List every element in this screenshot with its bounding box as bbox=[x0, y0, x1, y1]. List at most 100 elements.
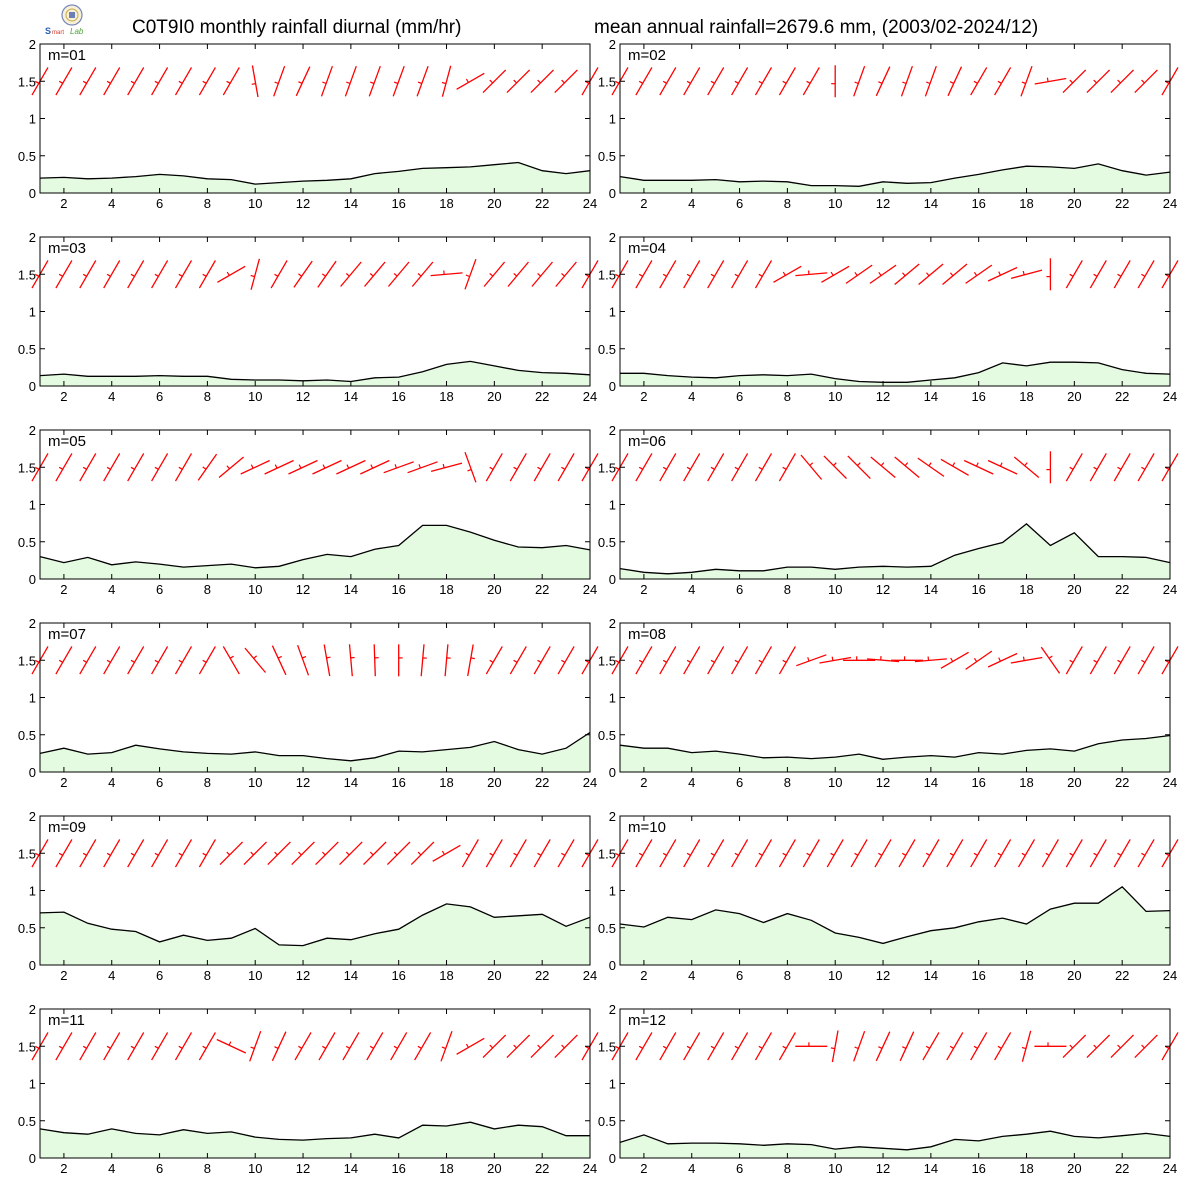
wind-barb-tick bbox=[154, 1045, 159, 1049]
wind-barb-tick bbox=[321, 851, 326, 856]
wind-barb-tick bbox=[854, 81, 859, 85]
wind-barb bbox=[707, 67, 725, 96]
wind-barb bbox=[778, 646, 796, 675]
x-tick-label: 18 bbox=[1019, 968, 1033, 983]
wind-barb bbox=[420, 644, 425, 677]
wind-barb bbox=[482, 1034, 507, 1059]
wind-barb-tick bbox=[1069, 466, 1074, 470]
y-tick-label: 1.5 bbox=[18, 460, 36, 475]
wind-barb-tick bbox=[154, 80, 159, 84]
wind-barb-tick bbox=[178, 1045, 183, 1049]
wind-barb-tick bbox=[1021, 81, 1026, 85]
x-tick-label: 4 bbox=[688, 968, 695, 983]
wind-barb-tick bbox=[973, 657, 978, 662]
x-tick-label: 14 bbox=[344, 582, 358, 597]
y-tick-label: 0.5 bbox=[598, 342, 616, 357]
wind-barb-tick bbox=[442, 463, 445, 469]
wind-barb-tick bbox=[82, 1045, 87, 1049]
y-tick-label: 1.5 bbox=[18, 653, 36, 668]
y-tick-label: 1 bbox=[29, 1077, 36, 1092]
x-tick-label: 14 bbox=[924, 196, 938, 211]
wind-barb-tick bbox=[202, 659, 207, 663]
x-tick-label: 24 bbox=[583, 775, 597, 790]
wind-barb bbox=[373, 644, 376, 677]
wind-barb-tick bbox=[513, 1044, 518, 1049]
wind-barb-tick bbox=[274, 464, 278, 469]
x-tick-label: 8 bbox=[204, 968, 211, 983]
wind-barb bbox=[870, 456, 896, 478]
x-tick-label: 24 bbox=[1163, 1161, 1177, 1176]
wind-barb bbox=[1089, 260, 1107, 289]
wind-barb bbox=[1020, 65, 1033, 97]
y-tick-label: 0.5 bbox=[598, 149, 616, 164]
wind-barb-tick bbox=[345, 851, 350, 856]
wind-barb bbox=[1010, 656, 1043, 664]
y-tick-label: 0 bbox=[29, 186, 36, 201]
wind-barb bbox=[1034, 77, 1067, 85]
wind-barb-tick bbox=[513, 79, 518, 84]
wind-barb bbox=[295, 66, 311, 97]
wind-barb bbox=[530, 69, 554, 94]
wind-barb-tick bbox=[489, 273, 494, 277]
rainfall-line bbox=[39, 524, 591, 569]
y-tick-label: 1.5 bbox=[18, 267, 36, 282]
wind-barb bbox=[461, 839, 479, 868]
wind-barb bbox=[198, 67, 216, 96]
wind-barb bbox=[659, 260, 677, 289]
wind-barb-tick bbox=[226, 271, 230, 276]
wind-barb bbox=[127, 1032, 145, 1061]
wind-barb-tick bbox=[106, 852, 111, 856]
wind-barb bbox=[467, 644, 474, 677]
x-tick-label: 22 bbox=[1115, 775, 1129, 790]
x-tick-label: 18 bbox=[439, 389, 453, 404]
wind-barb-tick bbox=[178, 659, 183, 663]
x-tick-label: 4 bbox=[108, 968, 115, 983]
wind-barb bbox=[441, 65, 452, 97]
wind-barb-tick bbox=[346, 464, 350, 469]
y-tick-label: 1 bbox=[609, 691, 616, 706]
rainfall-line bbox=[620, 361, 1171, 383]
wind-barb bbox=[754, 260, 773, 289]
wind-barb bbox=[987, 459, 1018, 475]
wind-barb-tick bbox=[345, 1045, 350, 1049]
wind-barb bbox=[348, 644, 353, 677]
wind-barb-tick bbox=[710, 1045, 715, 1049]
wind-barb bbox=[79, 646, 97, 675]
wind-barb-tick bbox=[465, 852, 470, 856]
wind-barb-tick bbox=[710, 80, 715, 84]
x-tick-label: 14 bbox=[924, 389, 938, 404]
x-tick-label: 20 bbox=[1067, 582, 1081, 597]
x-tick-label: 24 bbox=[1163, 775, 1177, 790]
wind-barb bbox=[754, 67, 773, 96]
x-tick-label: 10 bbox=[828, 775, 842, 790]
y-tick-label: 1 bbox=[29, 305, 36, 320]
wind-barb-tick bbox=[470, 657, 475, 660]
wind-barb bbox=[819, 656, 852, 664]
wind-barb bbox=[731, 839, 749, 868]
wind-barb bbox=[778, 839, 796, 868]
wind-barb-tick bbox=[1021, 852, 1026, 856]
wind-barb bbox=[942, 263, 968, 285]
wind-barb bbox=[918, 263, 944, 285]
x-tick-label: 20 bbox=[1067, 389, 1081, 404]
wind-barb-tick bbox=[806, 80, 811, 84]
wind-barb bbox=[198, 1032, 216, 1061]
y-tick-label: 1 bbox=[29, 112, 36, 127]
wind-barb bbox=[731, 1032, 749, 1061]
wind-barb-tick bbox=[878, 1046, 883, 1049]
wind-barb-tick bbox=[130, 80, 135, 84]
wind-barb bbox=[1113, 453, 1131, 482]
wind-barb bbox=[464, 451, 477, 483]
panel-label: m=06 bbox=[628, 433, 666, 450]
wind-barb-tick bbox=[1024, 462, 1028, 467]
x-tick-label: 16 bbox=[391, 1161, 405, 1176]
x-tick-label: 24 bbox=[583, 968, 597, 983]
wind-barb bbox=[778, 67, 796, 96]
wind-barb-tick bbox=[394, 464, 397, 469]
x-tick-label: 22 bbox=[535, 1161, 549, 1176]
wind-barb-tick bbox=[734, 852, 739, 856]
wind-barb bbox=[506, 1034, 531, 1059]
wind-barb-tick bbox=[250, 851, 254, 856]
wind-barb-tick bbox=[393, 851, 398, 856]
